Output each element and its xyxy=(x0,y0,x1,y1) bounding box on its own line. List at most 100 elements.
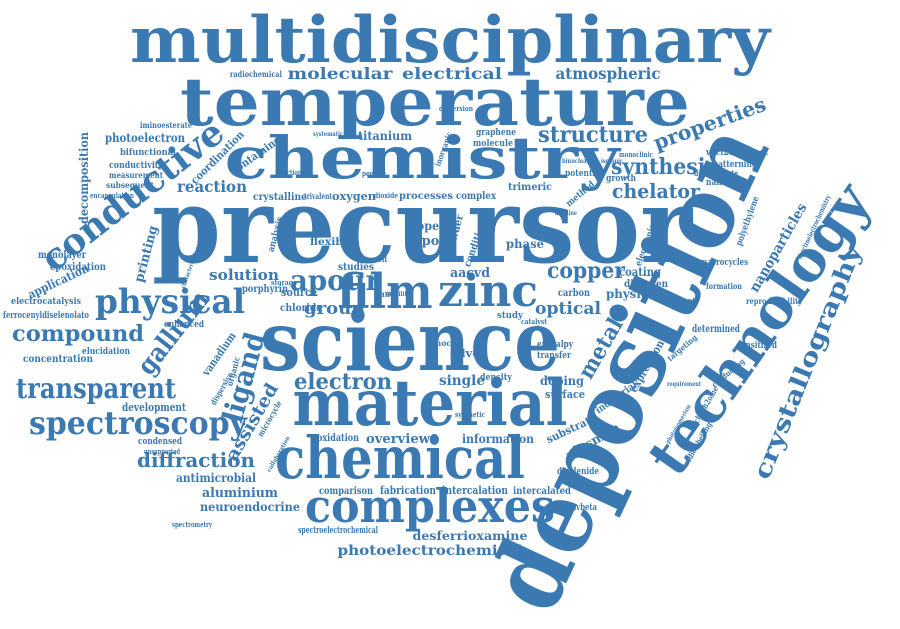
word-radiochemical: radiochemical xyxy=(230,69,282,79)
word-physical: physical xyxy=(95,282,245,322)
word-graphene: graphene xyxy=(476,128,516,138)
word-compound: compound xyxy=(12,321,144,347)
word-desferrioxamine: desferrioxamine xyxy=(413,529,528,543)
word-formation: formation xyxy=(706,281,742,291)
word-overview: overview xyxy=(366,432,431,447)
word-condensed: condensed xyxy=(138,437,183,447)
word-spectrometry: spectrometry xyxy=(172,520,213,529)
word-monolayer: monolayer xyxy=(38,250,87,261)
word-temperature: temperature xyxy=(180,63,690,141)
word-encapsulation: encapsulation xyxy=(90,191,134,200)
word-titanium: titanium xyxy=(358,129,412,143)
word-studies: studies xyxy=(338,262,374,273)
word-processes: processes xyxy=(399,191,453,202)
word-decomposition: decomposition xyxy=(77,132,91,224)
word-growth: growth xyxy=(606,174,636,184)
word-electrocatalysis: electrocatalysis xyxy=(11,297,81,307)
word-aacvd: aacvd xyxy=(450,266,490,281)
word-mocvd: mocvd xyxy=(433,338,461,348)
word-storage: storage xyxy=(271,278,297,287)
word-physic: physic xyxy=(606,287,648,301)
word-subsequent: subsequent xyxy=(106,180,154,190)
word-reaction: reaction xyxy=(177,177,247,196)
word-structure: structure xyxy=(538,122,648,148)
word-silver: silver xyxy=(450,347,486,360)
word-patterning: patterning xyxy=(713,160,758,170)
word-crystalline: crystalline xyxy=(253,192,307,203)
word-photoelectron: photoelectron xyxy=(105,131,185,145)
word-antimicrobial: antimicrobial xyxy=(176,471,256,485)
word-chelator: chelator xyxy=(612,179,700,203)
word-complex: complex xyxy=(456,191,497,202)
word-optical: optical xyxy=(535,299,602,319)
word-peptide: peptide xyxy=(362,169,386,178)
word-unsupported: unsupported xyxy=(144,447,180,456)
word-aluminium: aluminium xyxy=(202,486,278,501)
word-source: source xyxy=(281,286,317,299)
word-copper: copper xyxy=(547,258,625,284)
word-macrocycles: macrocycles xyxy=(700,258,748,268)
word-multidisciplinary: multidisciplinary xyxy=(130,3,772,78)
word-diketiminate: diketiminate xyxy=(694,168,738,178)
word-oxidation: oxidation xyxy=(317,433,360,444)
word-diffraction: diffraction xyxy=(137,448,255,472)
word-electrical: electrical xyxy=(402,64,502,83)
word-synthesis: synthesis xyxy=(611,154,717,180)
word-trivalent: trivalent xyxy=(304,191,332,201)
word-requirement: requirement xyxy=(667,381,701,388)
word-phase: phase xyxy=(506,237,544,251)
word-trimeric: trimeric xyxy=(508,182,552,193)
word-development: development xyxy=(122,401,187,414)
word-epoxidation: epoxidation xyxy=(50,262,107,273)
word-vocl2ch2cooet: vocl2ch2cooet xyxy=(705,148,769,158)
word-ferrocenyldiselenolato: ferrocenyldiselenolato xyxy=(3,311,89,321)
word-transparent: transparent xyxy=(16,372,176,405)
word-vapor: vapor xyxy=(405,234,446,249)
word-molecular: molecular xyxy=(288,64,394,83)
word-conductivity: conductivity xyxy=(109,161,164,171)
word-chemical: chemical xyxy=(275,424,525,492)
word-transfer: transfer xyxy=(537,351,571,361)
word-measurement: measurement xyxy=(109,170,163,180)
word-dioxygen: dioxygen xyxy=(624,279,669,290)
word-information: information xyxy=(462,432,534,446)
word-sensitized: sensitized xyxy=(737,341,778,351)
word-apour: apour xyxy=(290,264,381,297)
word-cell: cell xyxy=(373,254,387,264)
word-porphyrin: porphyrin xyxy=(242,284,289,295)
word-neuroendocrine: neuroendocrine xyxy=(200,500,300,514)
word-material: material xyxy=(293,366,568,441)
word-enthalpy: enthalpy xyxy=(537,340,574,350)
word-diselenide: diselenide xyxy=(557,467,599,477)
word-solution: solution xyxy=(209,266,279,284)
word-science: science xyxy=(260,294,560,390)
word-dispersion: dispersion xyxy=(439,104,473,113)
word-systematic: systematic xyxy=(313,131,343,138)
word-electron: electron xyxy=(294,369,392,395)
word-nanotubes: nanotubes xyxy=(706,178,750,188)
word-doped: doped xyxy=(409,219,448,233)
word-surface: surface xyxy=(545,388,585,401)
word-film: film xyxy=(338,264,433,320)
word-zinc: zinc xyxy=(438,266,538,317)
word-isotopic: isotopic xyxy=(601,158,623,165)
word-alkaline: alkaline xyxy=(555,210,577,217)
word-study: study xyxy=(497,311,524,321)
word-binucleating: binucleating xyxy=(562,158,599,165)
word-enhanced: enhanced xyxy=(164,320,205,330)
word-doping: doping xyxy=(540,374,585,388)
word-molecule: molecule xyxy=(473,139,513,149)
word-coating: coating xyxy=(619,265,662,279)
word-bifunctional: bifunctional xyxy=(120,148,177,158)
word-group: group xyxy=(304,299,364,319)
word-monoclinic: monoclinic xyxy=(619,150,653,159)
word-synthetic: synthetic xyxy=(455,410,485,419)
word-elucidation: elucidation xyxy=(82,347,130,357)
word-atmospheric: atmospheric xyxy=(556,64,661,83)
word-oxygen: oxygen xyxy=(332,190,376,203)
word-single: single xyxy=(439,373,485,389)
word-iminoesterate: iminoesterate xyxy=(140,120,192,130)
word-catalyst: catalyst xyxy=(521,317,548,326)
